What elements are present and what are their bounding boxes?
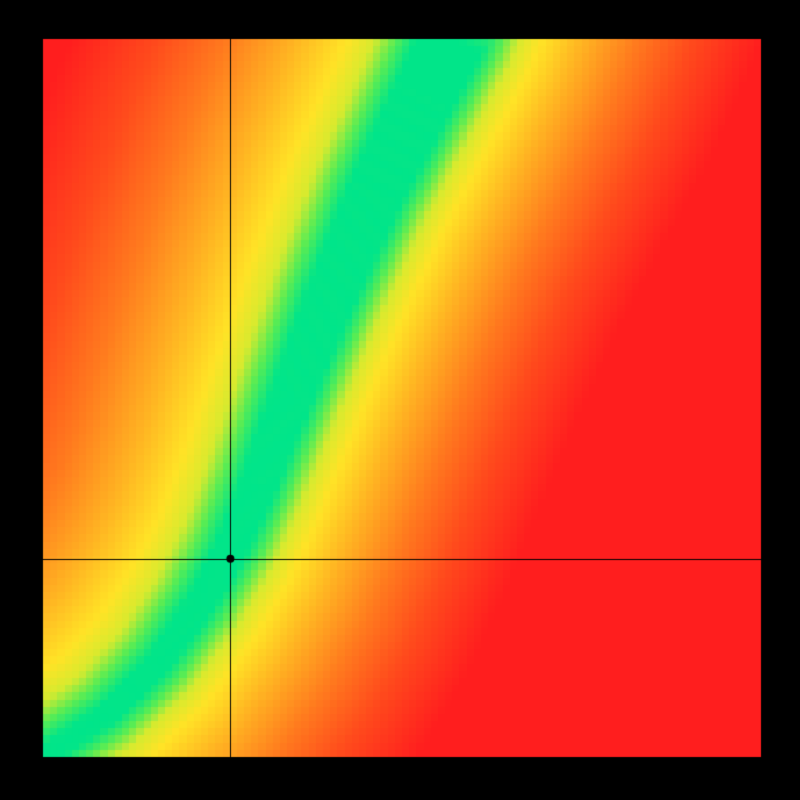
bottleneck-heatmap bbox=[0, 0, 800, 800]
chart-container: TheBottleneck.com bbox=[0, 0, 800, 800]
